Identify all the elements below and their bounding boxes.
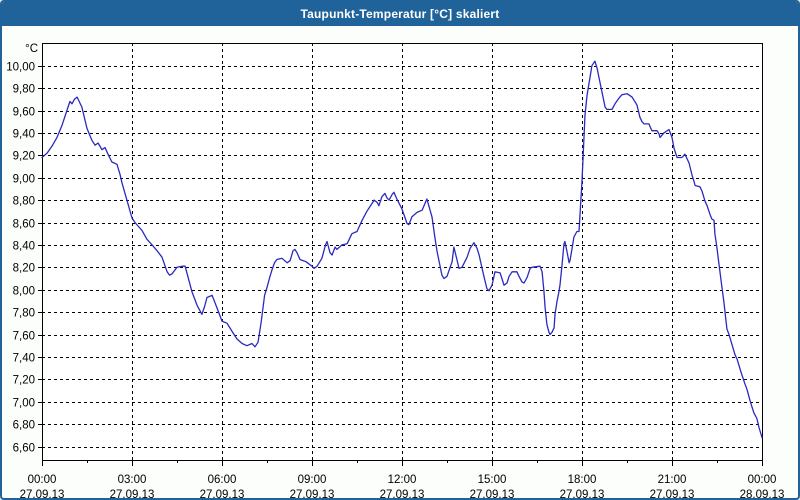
y-tick-label: 7,60 bbox=[13, 331, 35, 343]
x-tick-date-label: 27.09.13 bbox=[380, 489, 425, 500]
x-tick-time-label: 00:00 bbox=[748, 474, 777, 486]
y-tick-label: 7,80 bbox=[13, 308, 35, 320]
y-tick-label: 8,40 bbox=[13, 241, 35, 253]
y-tick-label: 8,00 bbox=[13, 286, 35, 298]
y-tick-label: 6,80 bbox=[13, 420, 35, 432]
y-tick-label: 7,00 bbox=[13, 398, 35, 410]
y-tick-label: 8,60 bbox=[13, 219, 35, 231]
x-tick-time-label: 12:00 bbox=[388, 474, 417, 486]
x-tick-date-label: 27.09.13 bbox=[20, 489, 65, 500]
y-tick-label: 9,40 bbox=[13, 129, 35, 141]
y-axis-unit-label: °C bbox=[25, 43, 38, 55]
x-tick-date-label: 27.09.13 bbox=[290, 489, 335, 500]
x-tick-date-label: 27.09.13 bbox=[470, 489, 515, 500]
y-tick-label: 8,80 bbox=[13, 196, 35, 208]
y-tick-label: 10,00 bbox=[6, 62, 35, 74]
x-tick-time-label: 21:00 bbox=[658, 474, 687, 486]
x-tick-time-label: 09:00 bbox=[298, 474, 327, 486]
window-titlebar: Taupunkt-Temperatur [°C] skaliert bbox=[2, 2, 798, 26]
y-tick-label: 8,20 bbox=[13, 263, 35, 275]
x-tick-date-label: 27.09.13 bbox=[110, 489, 155, 500]
x-tick-time-label: 00:00 bbox=[28, 474, 57, 486]
x-tick-time-label: 03:00 bbox=[118, 474, 147, 486]
x-tick-date-label: 27.09.13 bbox=[200, 489, 245, 500]
y-tick-label: 7,20 bbox=[13, 375, 35, 387]
y-tick-label: 9,60 bbox=[13, 107, 35, 119]
y-tick-label: 9,00 bbox=[13, 174, 35, 186]
x-tick-date-label: 27.09.13 bbox=[650, 489, 695, 500]
x-tick-time-label: 18:00 bbox=[568, 474, 597, 486]
y-tick-label: 7,40 bbox=[13, 353, 35, 365]
y-tick-label: 9,20 bbox=[13, 151, 35, 163]
chart-area: 10,00 9,80 9,60 9,40 9,20 9,00 8,80 8,60 8,40 8,2… bbox=[2, 26, 798, 500]
x-tick-date-label: 27.09.13 bbox=[560, 489, 605, 500]
x-tick-date-label: 28.09.13 bbox=[740, 489, 785, 500]
plot-background bbox=[42, 43, 762, 460]
x-tick-time-label: 06:00 bbox=[208, 474, 237, 486]
x-tick-time-label: 15:00 bbox=[478, 474, 507, 486]
y-tick-label: 6,60 bbox=[13, 443, 35, 455]
window-title: Taupunkt-Temperatur [°C] skaliert bbox=[300, 7, 500, 21]
chart-canvas: 10,00 9,80 9,60 9,40 9,20 9,00 8,80 8,60 8,40 8,2… bbox=[6, 43, 785, 500]
y-tick-label: 9,80 bbox=[13, 84, 35, 96]
plot-border bbox=[42, 43, 763, 461]
series-line bbox=[41, 60, 763, 439]
